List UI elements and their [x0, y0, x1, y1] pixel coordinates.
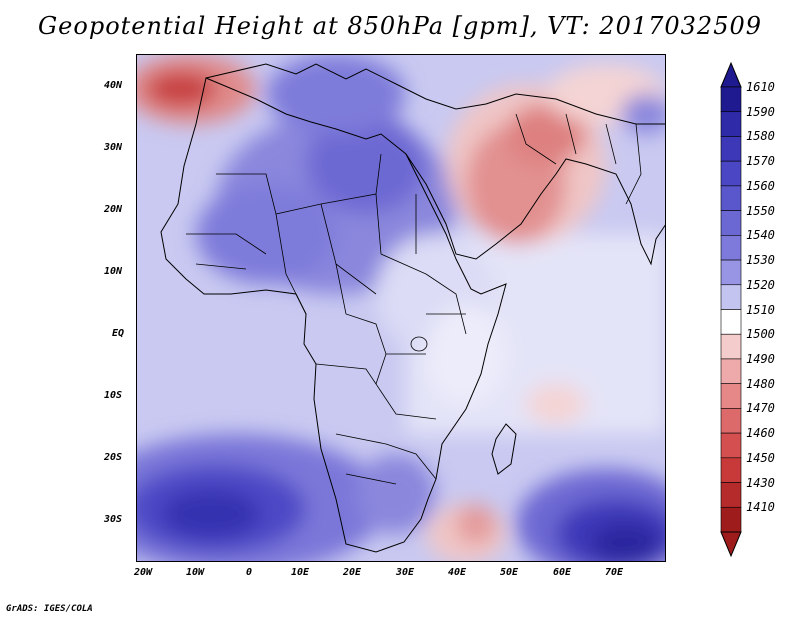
- colorbar-swatch: [720, 432, 742, 459]
- colorbar-level-label: 1520: [746, 277, 775, 292]
- lon-label-70e: 70E: [605, 567, 624, 578]
- colorbar-swatch: [720, 333, 742, 360]
- colorbar-swatch: [720, 482, 742, 508]
- colorbar-swatch: [720, 383, 742, 409]
- lon-label-10e: 10E: [291, 567, 310, 578]
- colorbar-level-label: 1550: [746, 203, 775, 218]
- lat-label-20s: 20S: [104, 452, 123, 463]
- colorbar-level-label: 1590: [746, 104, 775, 119]
- colorbar-swatch: [720, 86, 742, 113]
- lat-label-eq: EQ: [112, 328, 125, 339]
- colorbar-swatch: [720, 506, 742, 533]
- colorbar-top-arrow: [720, 61, 742, 88]
- colorbar-level-label: 1530: [746, 253, 775, 268]
- lat-label-10s: 10S: [104, 390, 123, 401]
- colorbar-level-label: 1580: [746, 129, 775, 144]
- colorbar-swatch: [720, 358, 742, 384]
- colorbar-level-label: 1410: [746, 500, 775, 515]
- colorbar-level-label: 1470: [746, 401, 775, 416]
- colorbar-level-label: 1460: [746, 426, 775, 441]
- colorbar-swatch: [720, 408, 742, 434]
- lon-label-20w: 20W: [134, 567, 153, 578]
- lon-label-30e: 30E: [396, 567, 415, 578]
- height-field: [136, 54, 666, 562]
- lat-label-30n: 30N: [104, 142, 123, 153]
- colorbar: [720, 61, 742, 558]
- lon-label-50e: 50E: [500, 567, 519, 578]
- colorbar-bottom-arrow: [720, 531, 742, 558]
- lon-label-10w: 10W: [186, 567, 205, 578]
- footer-credit: GrADS: IGES/COLA: [6, 604, 93, 614]
- colorbar-swatch: [720, 259, 742, 286]
- colorbar-level-label: 1570: [746, 154, 775, 169]
- colorbar-swatch: [720, 210, 742, 236]
- colorbar-swatch: [720, 136, 742, 162]
- chart-title: Geopotential Height at 850hPa [gpm], VT:…: [38, 12, 762, 40]
- lon-label-0: 0: [246, 567, 253, 578]
- arabia-coastline: [405, 153, 666, 266]
- map-panel: [136, 54, 666, 562]
- lon-label-20e: 20E: [343, 567, 362, 578]
- lat-label-40n: 40N: [104, 80, 123, 91]
- colorbar-swatch: [720, 185, 742, 211]
- lake-victoria: [410, 336, 428, 352]
- map-svg: [136, 54, 666, 562]
- colorbar-swatch: [720, 457, 742, 483]
- madagascar-coastline: [491, 423, 517, 475]
- colorbar-level-label: 1450: [746, 450, 775, 465]
- colorbar-level-label: 1560: [746, 178, 775, 193]
- colorbar-level-label: 1610: [746, 80, 775, 94]
- colorbar-level-label: 1510: [746, 302, 775, 317]
- colorbar-level-label: 1500: [746, 327, 775, 342]
- colorbar-level-label: 1430: [746, 475, 775, 490]
- colorbar-level-label: 1480: [746, 376, 775, 391]
- colorbar-swatch: [720, 160, 742, 187]
- lon-label-60e: 60E: [553, 567, 572, 578]
- lat-label-20n: 20N: [104, 204, 123, 215]
- africa-coastline: [160, 77, 507, 553]
- colorbar-level-label: 1540: [746, 228, 775, 243]
- colorbar-level-label: 1490: [746, 351, 775, 366]
- colorbar-swatch: [720, 309, 742, 335]
- colorbar-swatch: [720, 111, 742, 137]
- colorbar-swatch: [720, 284, 742, 310]
- colorbar-swatch: [720, 235, 742, 261]
- lon-label-40e: 40E: [448, 567, 467, 578]
- europe-coastline: [205, 63, 666, 125]
- lat-label-10n: 10N: [104, 266, 123, 277]
- lat-label-30s: 30S: [104, 514, 123, 525]
- map-frame: [136, 54, 666, 562]
- country-borders: [186, 113, 642, 485]
